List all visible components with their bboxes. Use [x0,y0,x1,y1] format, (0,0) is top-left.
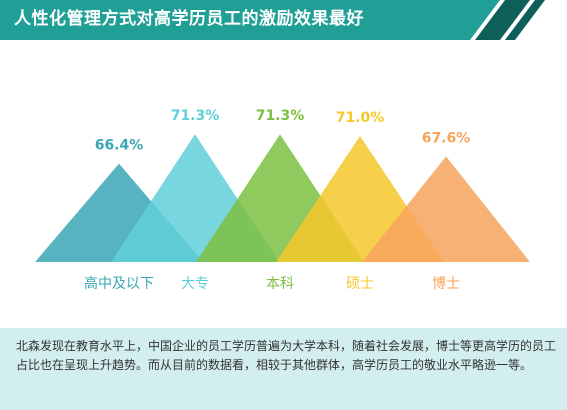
category-label: 博士 [432,275,460,292]
header-bar [0,0,500,40]
chart: 66.4% 71.3% 71.3% 71.0% 67.6% 高中及以下 大专 本科 硕士 博士 [35,108,530,292]
footer-note: 北森发现在教育水平上，中国企业的员工学历普遍为大学本科，随着社会发展，博士等更高… [0,328,567,410]
header-banner: 人性化管理方式对高学历员工的激励效果最好 [0,0,567,40]
category-label: 硕士 [346,276,374,292]
value-label: 67.6% [422,130,471,146]
triangle-5 [362,156,530,262]
value-label: 66.4% [95,138,144,154]
value-label: 71.3% [171,108,220,124]
footer-text: 北森发现在教育水平上，中国企业的员工学历普遍为大学本科，随着社会发展，博士等更高… [16,339,557,372]
category-label: 大专 [181,276,209,292]
chart-title: 人性化管理方式对高学历员工的激励效果最好 [14,9,364,29]
header-stripe [475,0,530,40]
category-label: 本科 [266,276,294,292]
value-label: 71.0% [336,110,385,126]
value-label: 71.3% [256,108,305,124]
header-stripe [505,0,545,40]
header-background [0,0,545,40]
category-label: 高中及以下 [84,275,154,292]
